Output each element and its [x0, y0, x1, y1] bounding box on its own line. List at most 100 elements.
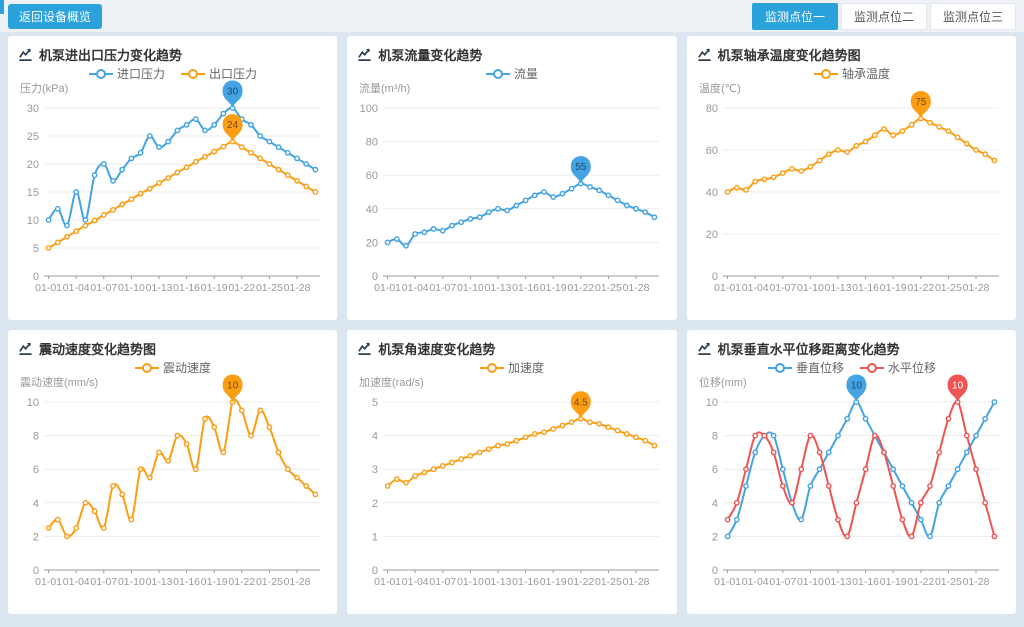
svg-text:0: 0	[33, 565, 39, 577]
svg-text:01-19: 01-19	[201, 282, 228, 294]
monitor-tab-1[interactable]: 监测点位一	[751, 2, 838, 30]
svg-text:01-07: 01-07	[430, 576, 457, 588]
peak-pin-marker: 10	[947, 374, 968, 402]
svg-text:01-01: 01-01	[374, 576, 401, 588]
svg-text:4: 4	[372, 431, 378, 443]
svg-text:01-13: 01-13	[146, 576, 173, 588]
legend-item-水平位移[interactable]: 水平位移	[859, 360, 936, 375]
svg-text:4: 4	[33, 498, 39, 510]
legend-item-震动速度[interactable]: 震动速度	[135, 360, 211, 375]
svg-text:01-28: 01-28	[623, 282, 650, 294]
svg-text:01-01: 01-01	[714, 576, 741, 588]
svg-text:01-04: 01-04	[63, 576, 90, 588]
page-edge-accent	[0, 0, 4, 14]
svg-text:15: 15	[27, 187, 39, 199]
svg-text:1: 1	[372, 531, 378, 543]
back-to-overview-button[interactable]: 返回设备概览	[8, 3, 103, 29]
line-chart-icon	[19, 48, 32, 61]
svg-text:震动速度(mm/s): 震动速度(mm/s)	[20, 375, 98, 389]
svg-text:8: 8	[712, 431, 718, 443]
svg-text:40: 40	[705, 187, 717, 199]
legend-item-垂直位移[interactable]: 垂直位移	[767, 360, 844, 375]
line-chart-icon	[19, 342, 32, 355]
chart-panel-4: 震动速度变化趋势图 震动速度(mm/s) 0 2 4 6 8 10 01-01 01-04 01-0…	[8, 330, 338, 614]
monitor-tabs: 监测点位一 监测点位二 监测点位三	[751, 2, 1016, 30]
svg-text:01-16: 01-16	[852, 576, 879, 588]
svg-text:01-04: 01-04	[402, 282, 429, 294]
svg-text:01-25: 01-25	[935, 282, 962, 294]
legend-item-出口压力[interactable]: 出口压力	[181, 67, 257, 81]
svg-text:01-22: 01-22	[568, 282, 595, 294]
monitor-tab-2[interactable]: 监测点位二	[840, 2, 927, 30]
svg-text:01-07: 01-07	[769, 576, 796, 588]
svg-text:水平位移: 水平位移	[888, 360, 936, 375]
monitor-tab-3[interactable]: 监测点位三	[929, 2, 1016, 30]
svg-text:01-07: 01-07	[90, 282, 117, 294]
svg-text:01-10: 01-10	[457, 282, 484, 294]
chart-title: 机泵流量变化趋势	[378, 47, 483, 63]
svg-text:流量(m³/h): 流量(m³/h)	[359, 81, 410, 95]
svg-text:25: 25	[27, 131, 39, 143]
svg-text:加速度: 加速度	[508, 360, 544, 375]
line-chart-icon	[358, 48, 371, 61]
svg-text:5: 5	[372, 397, 378, 409]
chart-title-row: 机泵进出口压力变化趋势	[18, 44, 327, 64]
svg-text:压力(kPa): 压力(kPa)	[20, 82, 68, 95]
svg-text:01-25: 01-25	[256, 282, 283, 294]
legend-item-加速度[interactable]: 加速度	[480, 360, 544, 375]
legend-item-进口压力[interactable]: 进口压力	[89, 67, 165, 81]
svg-text:01-07: 01-07	[430, 282, 457, 294]
svg-text:60: 60	[366, 170, 378, 182]
legend-item-流量[interactable]: 流量	[486, 67, 538, 81]
legend-item-轴承温度[interactable]: 轴承温度	[813, 66, 890, 81]
svg-text:01-13: 01-13	[485, 282, 512, 294]
chart-title: 机泵垂直水平位移距离变化趋势	[717, 341, 900, 357]
svg-text:01-04: 01-04	[63, 282, 90, 294]
svg-text:6: 6	[712, 464, 718, 476]
svg-text:进口压力: 进口压力	[117, 67, 165, 81]
svg-text:01-16: 01-16	[173, 576, 200, 588]
svg-text:位移(mm): 位移(mm)	[699, 375, 747, 389]
svg-text:10: 10	[27, 215, 39, 227]
svg-text:01-28: 01-28	[962, 282, 989, 294]
chart-title-row: 机泵轴承温度变化趋势图	[697, 44, 1006, 64]
peak-pin-marker: 10	[846, 374, 867, 402]
svg-text:01-28: 01-28	[284, 282, 311, 294]
chart-title: 机泵轴承温度变化趋势图	[717, 47, 861, 63]
svg-text:2: 2	[712, 531, 718, 543]
svg-text:01-22: 01-22	[907, 282, 934, 294]
svg-text:01-22: 01-22	[228, 282, 255, 294]
svg-text:10: 10	[27, 397, 39, 409]
svg-text:温度(℃): 温度(℃)	[699, 81, 741, 95]
svg-text:24: 24	[227, 120, 239, 131]
svg-text:2: 2	[372, 498, 378, 510]
chart-panel-3: 机泵轴承温度变化趋势图 温度(℃) 0 20 40 60 80 01-01 01-04 01-07…	[686, 36, 1016, 320]
svg-text:01-25: 01-25	[595, 576, 622, 588]
svg-text:30: 30	[27, 103, 39, 115]
svg-text:01-13: 01-13	[146, 282, 173, 294]
svg-text:01-01: 01-01	[35, 576, 62, 588]
peak-pin-marker: 30	[222, 80, 243, 108]
svg-text:75: 75	[915, 97, 927, 108]
chart-title-row: 震动速度变化趋势图	[18, 338, 327, 358]
svg-text:4.5: 4.5	[574, 397, 588, 408]
svg-text:5: 5	[33, 243, 39, 255]
svg-text:01-22: 01-22	[568, 576, 595, 588]
svg-text:80: 80	[705, 103, 717, 115]
top-toolbar: 返回设备概览 监测点位一 监测点位二 监测点位三	[0, 0, 1024, 32]
chart-panel-5: 机泵角速度变化趋势 加速度(rad/s) 0 1 2 3 4 5 01-01 01-04 01-07…	[347, 330, 677, 614]
chart-canvas[interactable]: 流量(m³/h) 0 20 40 60 80 100 01-01 01-04 01-07 01-10…	[357, 64, 667, 308]
svg-text:0: 0	[712, 565, 718, 577]
svg-text:20: 20	[27, 159, 39, 171]
svg-text:01-04: 01-04	[402, 576, 429, 588]
svg-text:10: 10	[850, 381, 862, 392]
chart-title-row: 机泵垂直水平位移距离变化趋势	[697, 338, 1006, 358]
svg-text:01-25: 01-25	[256, 576, 283, 588]
svg-text:01-13: 01-13	[824, 282, 851, 294]
svg-text:01-04: 01-04	[741, 282, 768, 294]
